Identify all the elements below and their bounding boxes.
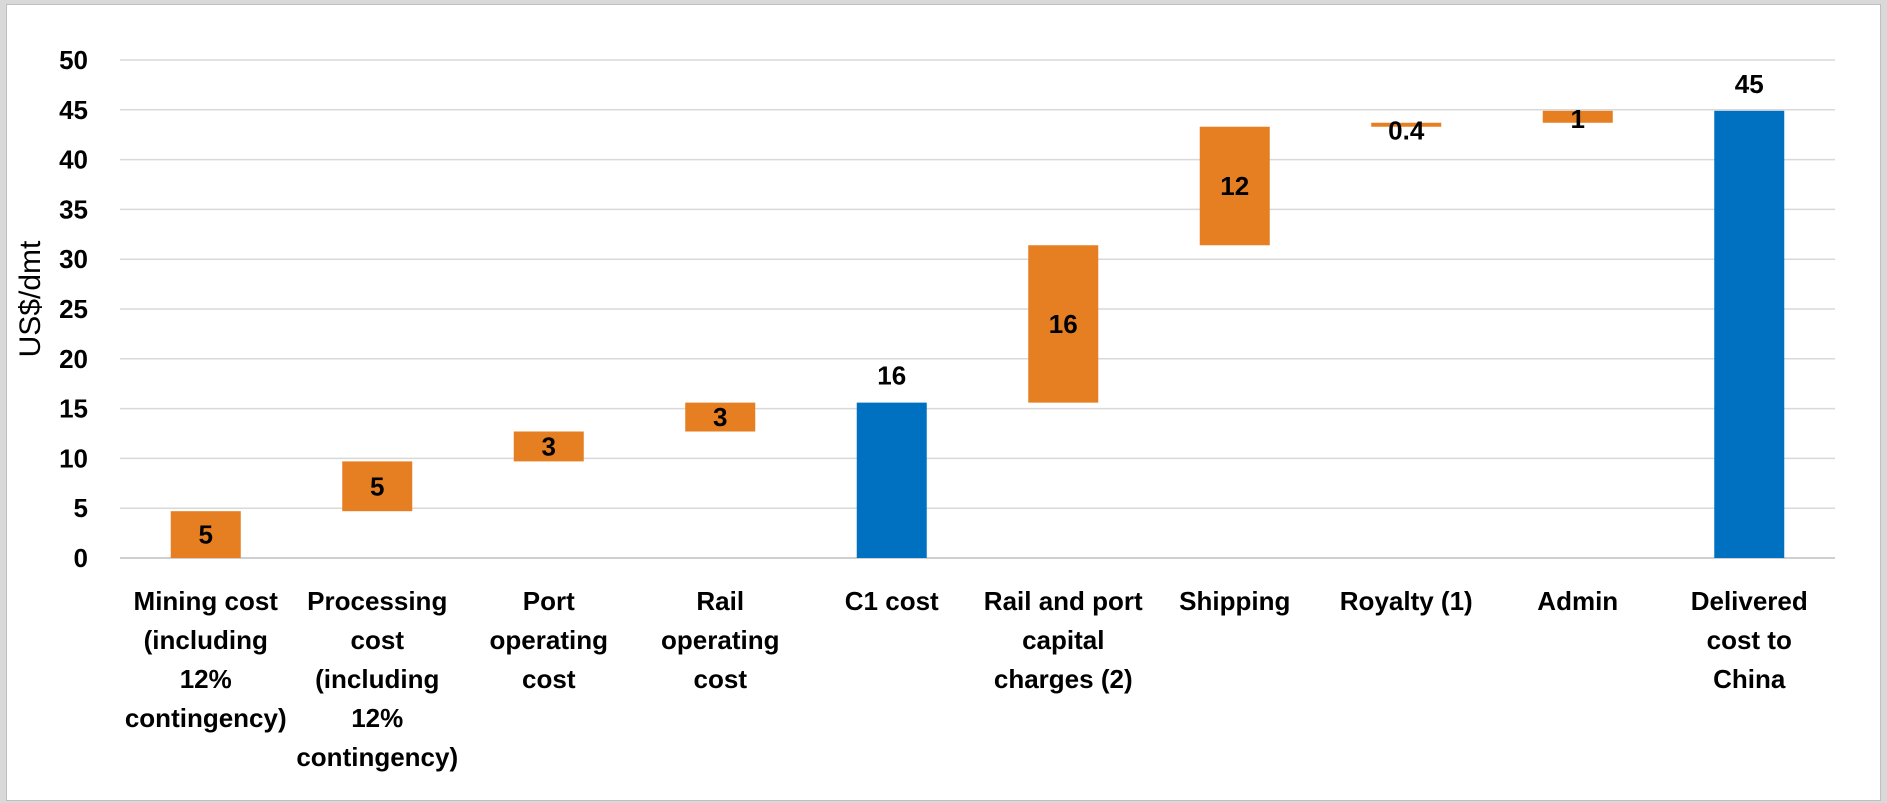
category-label-line: 12% [351,703,403,733]
category-label-line: China [1713,664,1786,694]
category-label-line: cost [351,625,405,655]
increment-bar [1542,110,1613,123]
category-label-line: contingency) [125,703,287,733]
category-label-line: Admin [1537,586,1618,616]
data-label: 3 [542,431,556,461]
category-label: Delivered cost to China [1691,586,1808,694]
y-tick-label: 40 [59,145,88,175]
category-label-line: (including [144,625,268,655]
category-label-line: cost [694,664,748,694]
category-label-line: cost [522,664,576,694]
category-label: Mining cost (including 12% contingency) [125,586,287,733]
y-tick-label: 30 [59,244,88,274]
y-tick-label: 5 [74,493,88,523]
y-tick-labels: 0 5 10 15 20 25 30 35 40 45 50 [59,45,88,573]
data-label: 16 [1049,309,1078,339]
data-label: 5 [370,471,384,501]
increment-bar [513,431,584,462]
category-label-line: capital [1022,625,1104,655]
data-label: 1 [1571,104,1585,134]
category-label: Processing cost (including 12% contingency) [296,586,458,772]
y-tick-label: 15 [59,394,88,424]
data-label: 12 [1220,171,1249,201]
category-label-line: C1 cost [845,586,939,616]
increment-bar [342,461,413,512]
increment-bar [170,511,241,558]
data-label: 5 [199,520,213,550]
data-label: 16 [877,361,906,391]
y-tick-label: 10 [59,443,88,473]
total-bar [1714,110,1785,559]
category-label-line: (including [315,664,439,694]
category-label-line: Royalty (1) [1340,586,1473,616]
category-label: C1 cost [845,586,939,616]
category-label: Shipping [1179,586,1290,616]
category-label-line: Delivered [1691,586,1808,616]
category-label-line: Rail and port [984,586,1143,616]
y-tick-label: 45 [59,95,88,125]
category-label-line: operating [490,625,608,655]
y-axis-label: US$/dmt [14,240,47,357]
increment-bar [1199,126,1270,246]
category-label: Rail and port capital charges (2) [984,586,1143,694]
category-label-line: cost to [1707,625,1792,655]
category-labels: Mining cost (including 12% contingency)Proc… [125,586,1808,772]
y-tick-label: 50 [59,45,88,75]
category-label-line: Shipping [1179,586,1290,616]
category-label: Rail operating cost [661,586,779,694]
category-label-line: Processing [307,586,447,616]
category-label-line: charges (2) [994,664,1133,694]
category-label: Royalty (1) [1340,586,1473,616]
y-tick-label: 35 [59,194,88,224]
data-label: 0.4 [1388,116,1425,146]
category-label-line: contingency) [296,742,458,772]
y-tick-label: 0 [74,543,88,573]
increment-bar [1028,245,1099,403]
y-tick-label: 25 [59,294,88,324]
category-label-line: 12% [180,664,232,694]
category-label-line: Rail [696,586,744,616]
bars [170,110,1785,559]
category-label-line: operating [661,625,779,655]
data-labels: 5 5 3 3 16 16 12 0.4 1 45 [199,69,1764,550]
category-label: Port operating cost [490,586,608,694]
data-label: 45 [1735,69,1764,99]
y-tick-label: 20 [59,344,88,374]
category-label: Admin [1537,586,1618,616]
category-label-line: Port [523,586,575,616]
increment-bar [1371,122,1442,127]
data-label: 3 [713,402,727,432]
increment-bar [685,402,756,432]
category-label-line: Mining cost [134,586,279,616]
total-bar [856,402,927,558]
chart-frame [6,4,1881,801]
